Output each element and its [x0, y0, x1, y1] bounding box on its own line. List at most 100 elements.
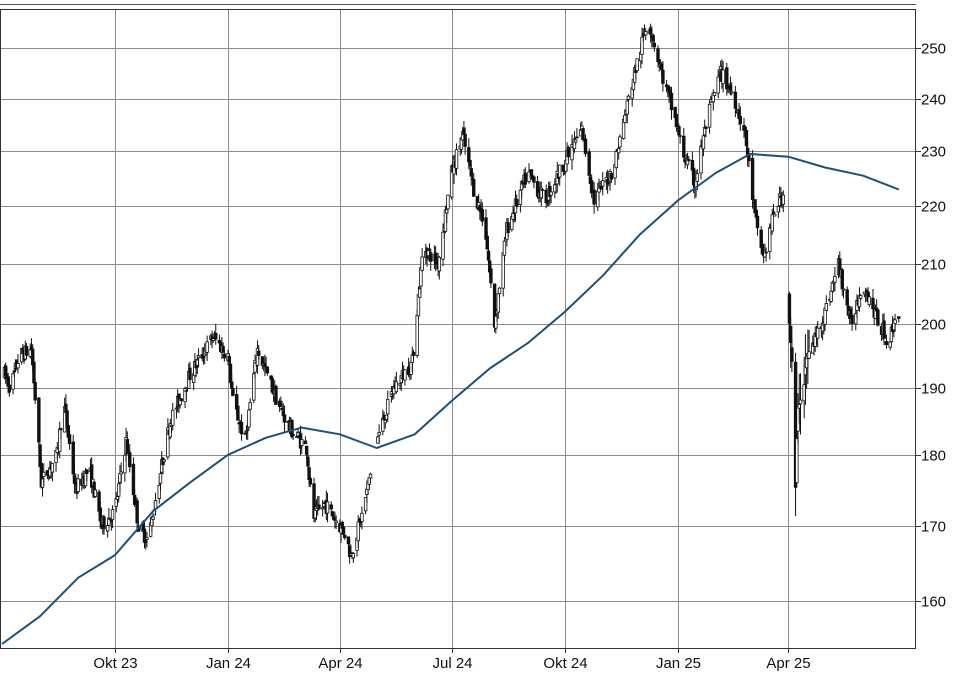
candle — [239, 414, 244, 441]
candle — [497, 286, 502, 298]
candle — [188, 361, 192, 384]
x-tick-label: Okt 24 — [543, 655, 587, 672]
candle — [618, 134, 622, 150]
candle — [257, 344, 261, 360]
candle — [850, 306, 854, 331]
candle — [110, 505, 115, 529]
candle — [625, 95, 629, 124]
candle — [429, 248, 433, 271]
candle — [833, 266, 837, 292]
x-tick-label: Jan 24 — [206, 655, 251, 672]
candle — [876, 308, 880, 327]
candle — [614, 149, 618, 170]
candle — [334, 515, 338, 529]
candle — [128, 443, 132, 473]
y-tick-label: 200 — [921, 317, 946, 334]
candle — [363, 497, 368, 515]
candle — [205, 335, 209, 361]
candle — [236, 396, 240, 421]
candle — [227, 353, 231, 365]
candle — [300, 432, 304, 455]
candle — [89, 457, 94, 494]
y-tick-label: 160 — [921, 594, 946, 611]
candle — [222, 349, 227, 362]
candle — [750, 150, 755, 209]
candle — [626, 94, 631, 102]
candle — [867, 292, 871, 308]
candle — [515, 194, 519, 209]
candle — [884, 334, 889, 349]
candle — [480, 202, 485, 227]
candle — [343, 534, 347, 540]
candle — [678, 127, 682, 144]
candle — [446, 194, 450, 214]
candle — [573, 137, 578, 145]
candle — [360, 506, 364, 530]
candle — [123, 451, 127, 482]
y-tick-label: 210 — [921, 257, 946, 274]
candle — [845, 286, 849, 309]
candle — [411, 349, 416, 361]
candle — [635, 58, 639, 72]
candle — [7, 378, 12, 397]
y-tick-label: 250 — [921, 41, 946, 58]
candle — [171, 402, 175, 431]
candle — [587, 148, 591, 180]
candle — [764, 247, 768, 262]
candle — [85, 469, 89, 482]
candle — [472, 172, 476, 197]
grid-lines — [0, 9, 916, 648]
y-tick-label: 220 — [921, 199, 946, 216]
candle — [93, 487, 98, 498]
y-tick-label: 170 — [921, 519, 946, 536]
candle — [403, 368, 407, 386]
candle — [597, 178, 601, 201]
candle — [570, 134, 574, 170]
candle — [730, 82, 734, 96]
candle — [59, 427, 63, 439]
candle — [265, 366, 270, 376]
candle — [601, 172, 605, 196]
candle — [221, 342, 225, 354]
candle — [16, 354, 20, 374]
candle — [640, 27, 644, 65]
y-tick-label: 190 — [921, 381, 946, 398]
candle — [641, 28, 645, 42]
candle — [102, 514, 106, 535]
candle — [893, 313, 897, 332]
candle — [214, 323, 218, 345]
candle — [781, 190, 785, 213]
candles — [2, 23, 901, 564]
x-tick-label: Apr 24 — [318, 655, 362, 672]
y-axis-ticks: 160 170 180 190 200 210 220 230 240 250 — [916, 41, 946, 611]
candle — [489, 264, 493, 288]
candle — [33, 379, 37, 404]
candle — [196, 348, 201, 368]
candle — [558, 164, 562, 186]
candle — [566, 145, 571, 161]
x-tick-label: Jan 25 — [656, 655, 701, 672]
candle — [841, 282, 846, 299]
candle — [463, 127, 467, 155]
candle — [368, 472, 373, 483]
candle — [523, 167, 528, 189]
candle — [661, 61, 665, 92]
candle — [437, 255, 442, 280]
candle — [386, 390, 390, 423]
candle — [119, 462, 123, 484]
candle — [772, 211, 777, 217]
candle — [657, 59, 661, 72]
moving-average-layer — [1, 153, 900, 645]
candle — [609, 172, 614, 184]
candle — [549, 188, 553, 204]
candle — [755, 209, 760, 236]
y-tick-label: 240 — [921, 92, 946, 109]
candle — [37, 396, 41, 451]
candle — [377, 424, 381, 444]
candle — [897, 316, 901, 323]
candle — [682, 127, 686, 161]
x-tick-label: Apr 25 — [766, 655, 810, 672]
candle — [721, 61, 725, 93]
candle — [50, 463, 55, 482]
